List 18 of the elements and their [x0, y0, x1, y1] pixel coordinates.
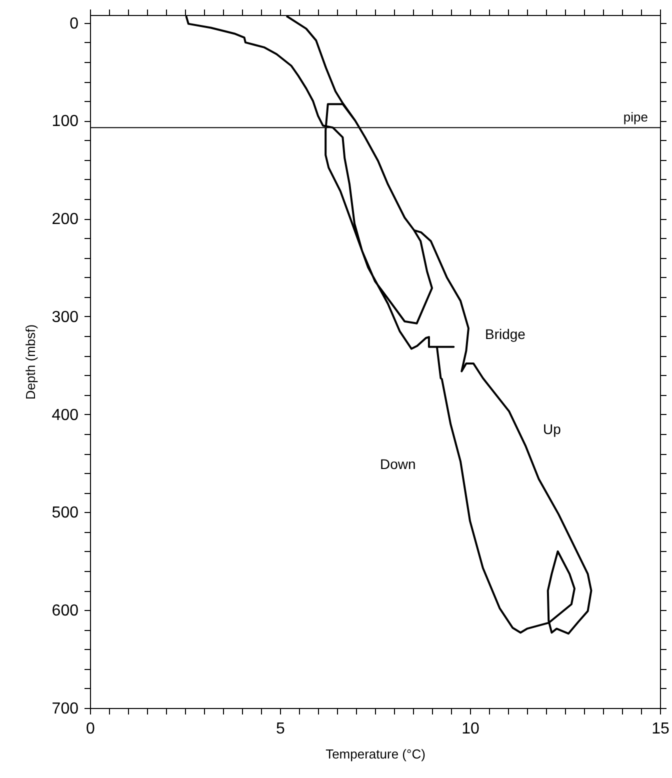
x-tick-label: 15	[652, 720, 670, 738]
y-tick-label: 200	[52, 211, 79, 228]
y-tick-label: 100	[52, 113, 79, 130]
y-tick-label: 0	[70, 15, 79, 32]
annotation: Up	[543, 421, 562, 437]
y-tick-label: 600	[52, 602, 79, 620]
y-tick-label: 400	[52, 406, 79, 424]
x-tick-label: 10	[462, 720, 480, 738]
x-axis-title: Temperature (°C)	[326, 746, 426, 762]
annotation: Bridge	[485, 326, 526, 342]
annotation: Down	[380, 456, 416, 472]
x-tick-label: 0	[86, 720, 96, 738]
x-tick-label: 5	[276, 720, 286, 738]
y-tick-label: 500	[52, 504, 79, 522]
y-tick-label: 700	[52, 700, 79, 718]
ref-line-label: pipe	[623, 110, 648, 125]
y-axis-title: Depth (mbsf)	[22, 324, 38, 400]
y-tick-label: 300	[52, 308, 79, 326]
